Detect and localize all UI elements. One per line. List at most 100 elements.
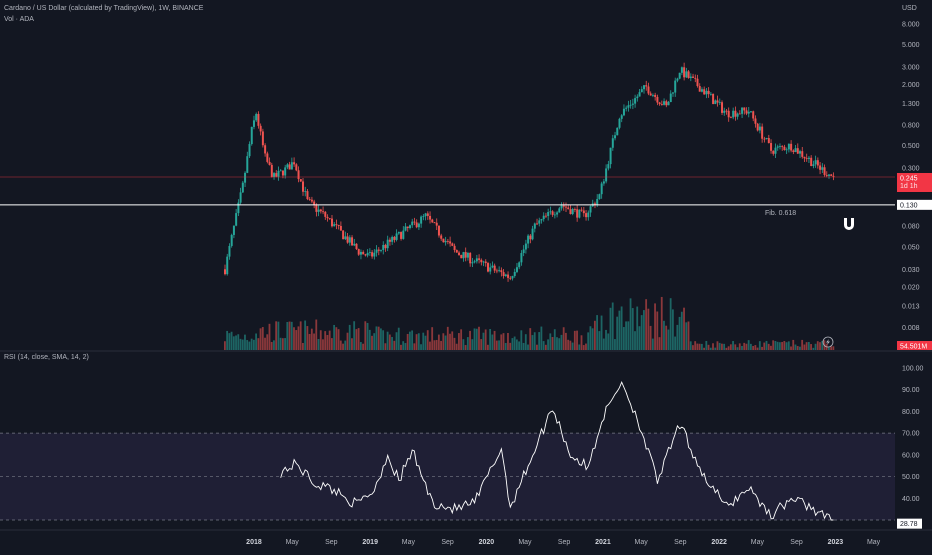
candle-body: [315, 204, 318, 212]
candle-body: [509, 277, 512, 279]
symbol-title[interactable]: Cardano / US Dollar (calculated by Tradi…: [4, 5, 204, 12]
candle-body: [226, 256, 229, 275]
volume-bar: [567, 339, 570, 350]
candle-body: [359, 251, 362, 255]
volume-bar: [558, 338, 561, 350]
candle-body: [698, 86, 701, 92]
price-axis-unit: USD: [902, 5, 917, 12]
volume-bar: [593, 320, 596, 350]
candle-body: [297, 170, 300, 180]
volume-bar: [337, 329, 340, 350]
volume-bar: [772, 340, 775, 350]
volume-bar: [830, 346, 833, 350]
candle-body: [464, 252, 467, 258]
candle-body: [264, 145, 267, 154]
candle-body: [355, 243, 358, 250]
volume-bar: [355, 329, 358, 350]
candle-body: [676, 78, 679, 81]
volume-bar: [738, 343, 741, 350]
candle-body: [404, 226, 407, 231]
volume-legend[interactable]: Vol · ADA: [4, 16, 34, 23]
volume-bar: [723, 343, 726, 350]
candle-body: [712, 93, 715, 105]
volume-bar: [752, 345, 755, 350]
candle-body: [458, 252, 461, 255]
candle-body: [304, 191, 307, 192]
candle-body: [522, 249, 525, 254]
candle-body: [277, 170, 280, 177]
volume-bar: [649, 325, 652, 350]
candle-body: [651, 94, 654, 96]
volume-bar: [721, 343, 723, 350]
time-tick-label: May: [751, 539, 765, 546]
volume-bar: [832, 346, 835, 350]
candle-body: [560, 205, 563, 209]
candle-body: [451, 243, 454, 246]
candle-body: [614, 135, 617, 139]
volume-bar: [607, 333, 610, 350]
candle-body: [380, 249, 383, 251]
candle-body: [295, 164, 298, 171]
volume-bar: [391, 336, 393, 350]
candle-body: [411, 221, 414, 226]
price-tick-label: 8.000: [902, 21, 920, 28]
candle-body: [284, 167, 287, 176]
volume-bar: [616, 316, 619, 350]
volume-bar: [446, 326, 449, 350]
volume-bar: [571, 342, 574, 350]
volume-bar: [562, 327, 565, 350]
volume-bar: [386, 331, 389, 350]
volume-bar: [255, 333, 258, 350]
volume-bar: [747, 340, 750, 350]
candle-body: [529, 235, 532, 240]
candle-body: [709, 93, 712, 95]
volume-bar: [326, 335, 329, 350]
volume-bar: [794, 344, 797, 350]
volume-bar: [433, 340, 436, 350]
volume-bar: [290, 321, 293, 350]
candle-body: [273, 173, 276, 177]
candle-body: [437, 225, 440, 236]
candle-body: [636, 96, 639, 99]
volume-bar: [536, 344, 538, 350]
volume-bar: [382, 330, 385, 350]
candle-body: [473, 261, 476, 263]
candle-body: [342, 230, 345, 240]
candle-body: [433, 222, 436, 224]
candle-body: [527, 235, 530, 244]
volume-bar: [246, 340, 249, 350]
volume-bar: [700, 343, 703, 350]
volume-bar: [703, 347, 705, 350]
candle-body: [741, 107, 744, 114]
volume-bar: [716, 341, 719, 350]
volume-bar: [712, 343, 714, 350]
volume-bar: [498, 340, 500, 350]
rsi-legend[interactable]: RSI (14, close, SMA, 14, 2): [4, 354, 89, 361]
volume-bar: [614, 339, 616, 350]
candle-body: [602, 181, 605, 184]
volume-bar: [758, 341, 761, 350]
volume-bar: [364, 321, 367, 350]
candle-body: [491, 265, 494, 268]
volume-bar: [727, 346, 730, 350]
candle-body: [252, 120, 255, 127]
candle-body: [743, 107, 746, 111]
candle-body: [306, 191, 309, 200]
volume-bar: [469, 330, 471, 350]
price-tick-label: 1.300: [902, 101, 920, 108]
volume-bar: [714, 347, 717, 350]
candle-body: [794, 148, 797, 153]
candle-body: [377, 249, 380, 251]
volume-bar: [400, 344, 402, 350]
candle-body: [687, 71, 690, 79]
candle-body: [542, 215, 545, 220]
volume-bar: [511, 338, 514, 350]
time-tick-label: Sep: [790, 539, 803, 546]
candle-body: [787, 143, 790, 150]
candle-body: [237, 202, 240, 214]
rsi-line: [280, 381, 834, 521]
price-tick-label: 0.013: [902, 304, 920, 311]
candle-body: [803, 156, 806, 159]
